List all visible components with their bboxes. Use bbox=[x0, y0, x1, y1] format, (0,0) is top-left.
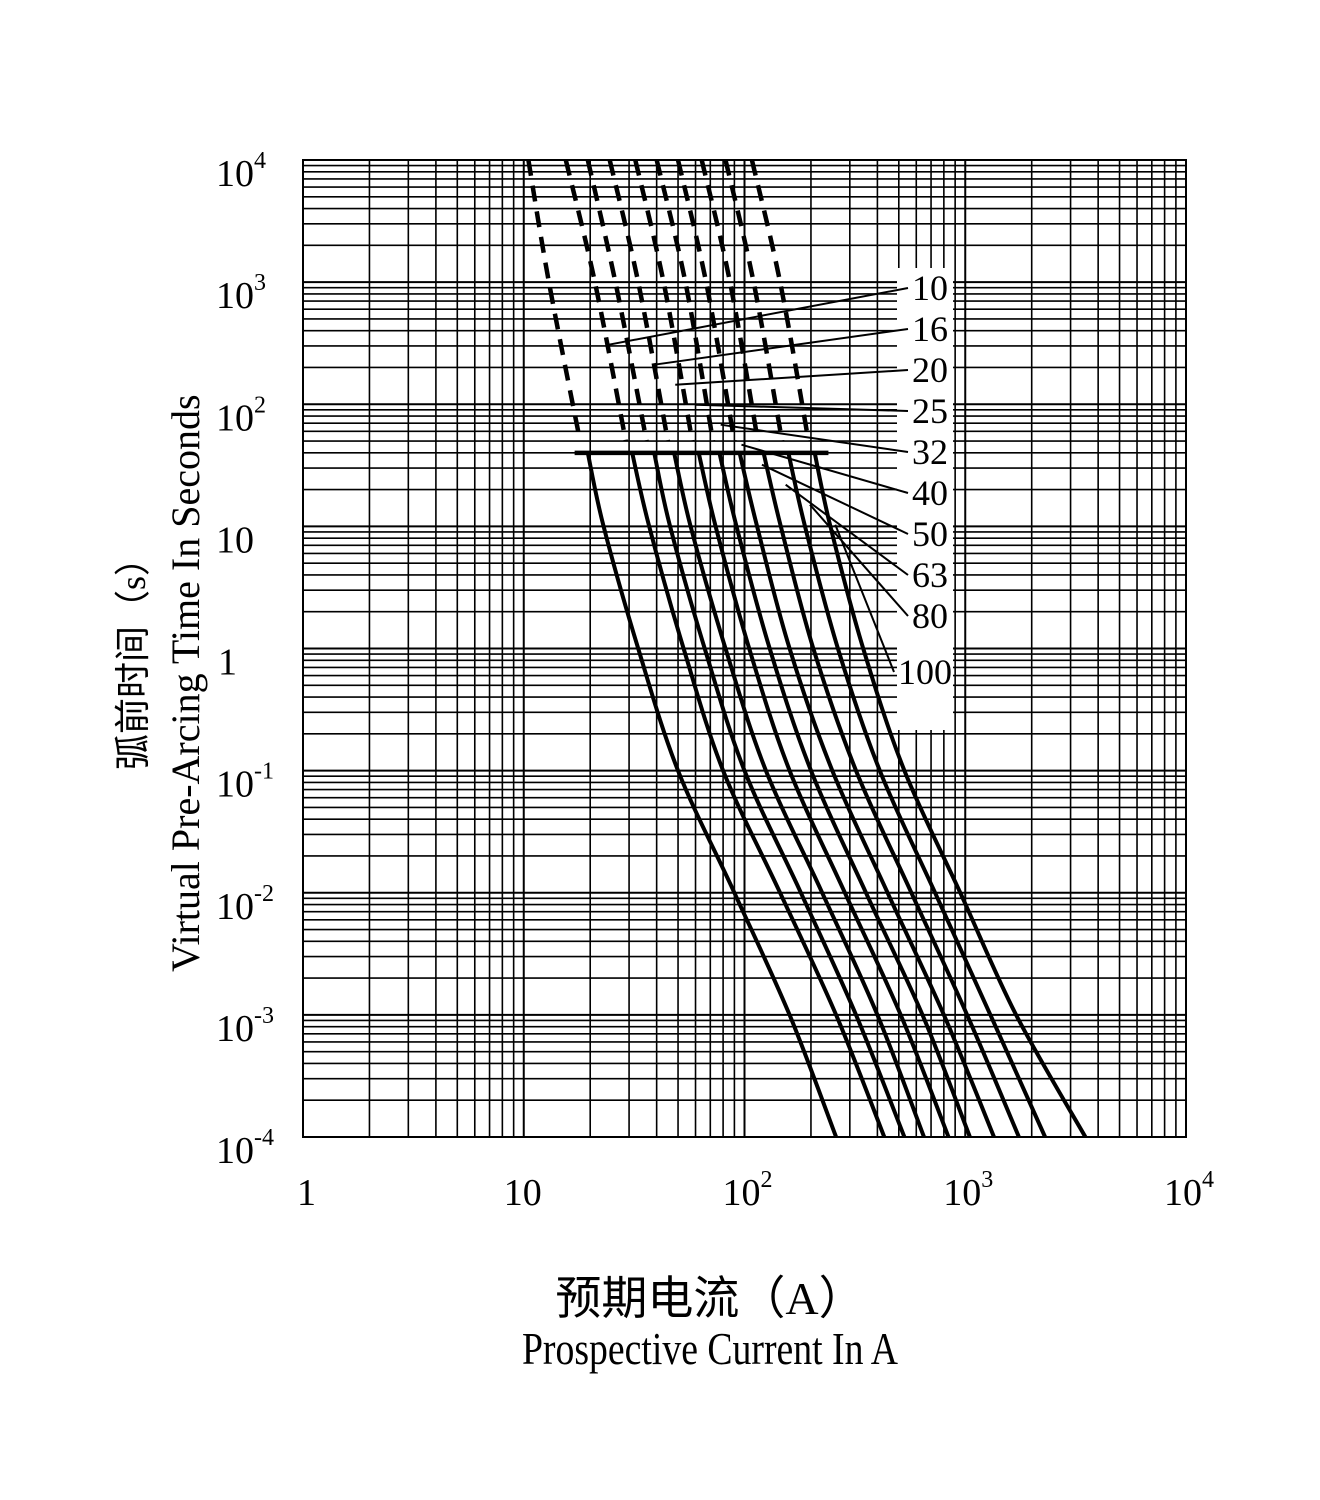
label-20: 20 bbox=[912, 350, 948, 390]
x-tick-label: 102 bbox=[723, 1167, 773, 1214]
x-axis-label: Prospective Current In A bbox=[521, 1323, 899, 1374]
curve-80 bbox=[786, 452, 1047, 1138]
curve-20 bbox=[652, 452, 907, 1138]
label-80: 80 bbox=[912, 596, 948, 636]
curve-25-dashed bbox=[607, 159, 671, 442]
curve-10 bbox=[585, 452, 838, 1138]
curve-32-dashed bbox=[633, 159, 695, 442]
x-tick-labels: 1 10 102 103 104 bbox=[297, 1167, 1214, 1214]
label-40: 40 bbox=[912, 473, 948, 513]
y-tick-label: 10 bbox=[216, 519, 254, 561]
y-axis-label-cn: 弧前时间（s） bbox=[113, 539, 153, 770]
x-tick-label: 10 bbox=[504, 1172, 542, 1214]
curves bbox=[526, 159, 1088, 1138]
leader-63 bbox=[785, 483, 909, 576]
curve-32 bbox=[696, 452, 951, 1138]
label-16: 16 bbox=[912, 309, 948, 349]
curve-50-dashed bbox=[675, 159, 737, 442]
leaders bbox=[608, 287, 909, 673]
curve-50 bbox=[737, 452, 996, 1138]
y-tick-label: 10-2 bbox=[216, 881, 274, 928]
leader-40 bbox=[741, 443, 909, 494]
y-axis-label: Virtual Pre-Arcing Time In Seconds bbox=[163, 394, 208, 972]
label-50: 50 bbox=[912, 514, 948, 554]
leader-16 bbox=[654, 328, 909, 366]
curve-16-dashed bbox=[563, 159, 629, 442]
label-backdrop bbox=[897, 268, 953, 730]
curve-63 bbox=[761, 452, 1021, 1138]
curve-40 bbox=[717, 452, 972, 1138]
curve-63-dashed bbox=[699, 159, 761, 442]
leader-50 bbox=[761, 463, 909, 535]
curve-20-dashed bbox=[585, 159, 649, 442]
y-tick-label: 10-4 bbox=[216, 1125, 274, 1172]
x-tick-label: 1 bbox=[297, 1172, 316, 1214]
label-100: 100 bbox=[898, 652, 952, 692]
x-axis-label-cn: 预期电流（A） bbox=[555, 1273, 865, 1324]
curve-100-dashed bbox=[749, 159, 811, 442]
y-tick-label: 104 bbox=[216, 148, 266, 195]
plot-frame bbox=[302, 159, 1187, 1138]
x-tick-label: 104 bbox=[1164, 1167, 1214, 1214]
curve-25 bbox=[672, 452, 926, 1138]
label-10: 10 bbox=[912, 268, 948, 308]
curve-80-dashed bbox=[723, 159, 785, 442]
label-32: 32 bbox=[912, 432, 948, 472]
leader-10 bbox=[608, 287, 909, 346]
x-tick-label: 103 bbox=[943, 1167, 993, 1214]
label-25: 25 bbox=[912, 391, 948, 431]
leader-32 bbox=[720, 423, 909, 453]
y-tick-label: 102 bbox=[216, 392, 266, 439]
curve-10-dashed bbox=[526, 159, 583, 442]
y-tick-label: 10-1 bbox=[216, 759, 274, 806]
leader-100 bbox=[834, 524, 895, 673]
leader-80 bbox=[809, 504, 909, 617]
y-tick-label: 103 bbox=[216, 270, 266, 317]
label-63: 63 bbox=[912, 555, 948, 595]
leader-25 bbox=[695, 403, 909, 412]
y-tick-label: 1 bbox=[218, 642, 237, 684]
grid bbox=[302, 160, 1186, 1138]
leader-20 bbox=[675, 369, 909, 386]
curve-16 bbox=[630, 452, 887, 1138]
y-tick-label: 10-3 bbox=[216, 1003, 274, 1050]
curve-100 bbox=[812, 452, 1088, 1138]
